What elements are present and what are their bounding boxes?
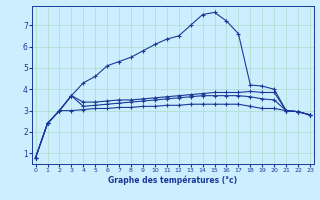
X-axis label: Graphe des températures (°c): Graphe des températures (°c) [108,176,237,185]
